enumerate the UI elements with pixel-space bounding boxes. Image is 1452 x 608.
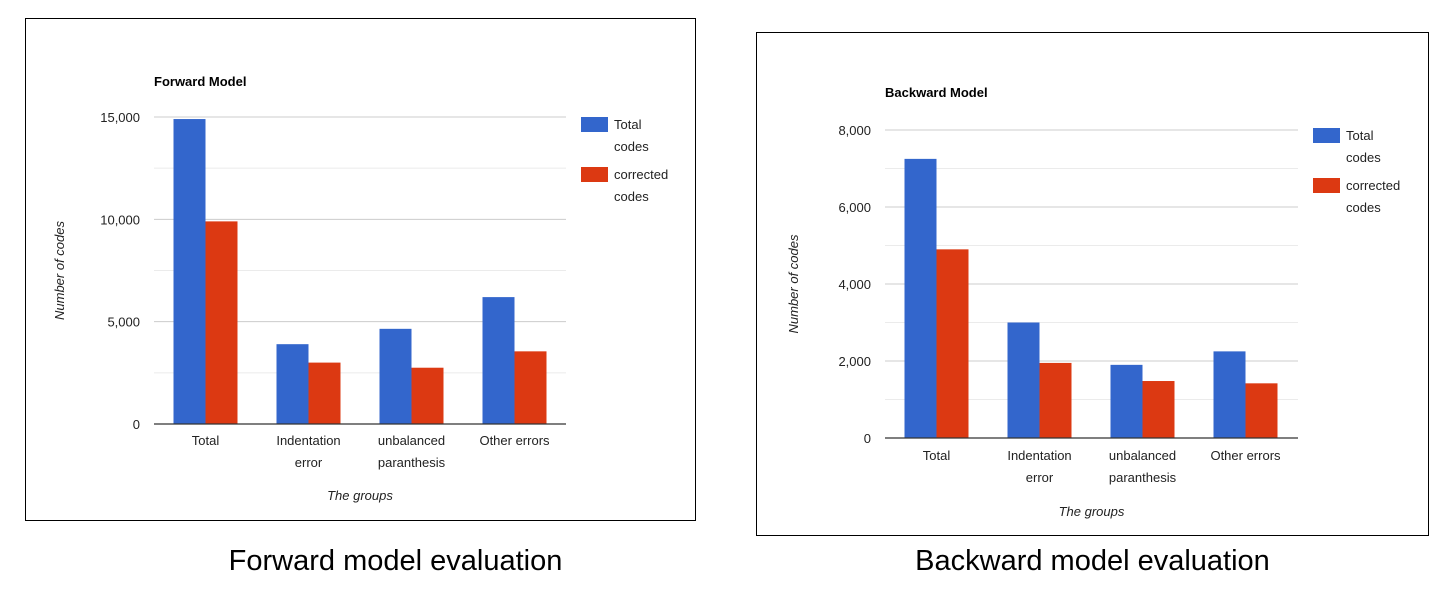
chart-title: Forward Model bbox=[154, 74, 246, 89]
bar-total-3 bbox=[1213, 351, 1246, 438]
x-axis-title: The groups bbox=[327, 488, 393, 503]
bar-corrected-1 bbox=[1039, 362, 1072, 438]
x-tick-label: paranthesis bbox=[378, 455, 446, 470]
forward-model-chart-panel: Forward Model 0 5,000 10,000 15,000 Total Inde… bbox=[25, 18, 696, 521]
y-tick-label: 2,000 bbox=[838, 354, 871, 369]
x-tick-label: Total bbox=[192, 433, 220, 448]
bar-total-0 bbox=[173, 119, 206, 425]
y-tick-label: 4,000 bbox=[838, 277, 871, 292]
bar-corrected-0 bbox=[205, 221, 238, 424]
y-tick-label: 0 bbox=[133, 417, 140, 432]
bar-corrected-2 bbox=[1142, 381, 1175, 438]
legend-label: codes bbox=[614, 139, 649, 154]
legend-swatch-total bbox=[581, 117, 608, 132]
x-tick-label: Indentation bbox=[1007, 448, 1071, 463]
y-axis-title: Number of codes bbox=[52, 221, 67, 320]
chart-title: Backward Model bbox=[885, 85, 988, 100]
legend-label: codes bbox=[1346, 200, 1381, 215]
legend-label: corrected bbox=[1346, 178, 1400, 193]
x-tick-label: unbalanced bbox=[378, 433, 445, 448]
legend-label: corrected bbox=[614, 167, 668, 182]
x-tick-label: error bbox=[295, 455, 323, 470]
y-tick-label: 8,000 bbox=[838, 123, 871, 138]
bar-corrected-3 bbox=[514, 351, 547, 424]
x-axis-title: The groups bbox=[1059, 504, 1125, 519]
x-tick-label: unbalanced bbox=[1109, 448, 1176, 463]
forward-caption: Forward model evaluation bbox=[228, 545, 563, 577]
y-tick-label: 5,000 bbox=[107, 315, 140, 330]
bar-corrected-1 bbox=[308, 362, 341, 424]
bar-corrected-2 bbox=[411, 367, 444, 424]
backward-model-chart-panel: Backward Model 0 2,000 4,000 6,000 8,000 Total… bbox=[756, 32, 1429, 536]
x-tick-label: error bbox=[1026, 470, 1054, 485]
backward-model-chart: Backward Model 0 2,000 4,000 6,000 8,000 Total… bbox=[786, 85, 1400, 519]
legend-swatch-total bbox=[1313, 128, 1340, 143]
forward-model-chart: Forward Model 0 5,000 10,000 15,000 Total Inde… bbox=[52, 74, 668, 503]
y-axis-title: Number of codes bbox=[786, 234, 801, 333]
bar-total-1 bbox=[1007, 322, 1040, 438]
x-tick-label: Indentation bbox=[276, 433, 340, 448]
y-tick-label: 15,000 bbox=[100, 110, 140, 125]
bar-total-2 bbox=[379, 328, 412, 424]
x-tick-label: Other errors bbox=[479, 433, 550, 448]
legend-swatch-corrected bbox=[1313, 178, 1340, 193]
backward-caption: Backward model evaluation bbox=[915, 545, 1270, 577]
bar-total-2 bbox=[1110, 364, 1143, 438]
y-tick-label: 10,000 bbox=[100, 212, 140, 227]
legend-label: Total bbox=[614, 117, 642, 132]
x-tick-label: paranthesis bbox=[1109, 470, 1177, 485]
bar-total-0 bbox=[904, 158, 937, 438]
y-tick-label: 0 bbox=[864, 431, 871, 446]
x-tick-label: Total bbox=[923, 448, 951, 463]
bar-total-1 bbox=[276, 344, 309, 424]
bar-corrected-3 bbox=[1245, 383, 1278, 438]
x-tick-label: Other errors bbox=[1210, 448, 1281, 463]
legend-label: codes bbox=[614, 189, 649, 204]
legend-swatch-corrected bbox=[581, 167, 608, 182]
y-tick-label: 6,000 bbox=[838, 200, 871, 215]
bar-corrected-0 bbox=[936, 249, 969, 438]
bar-total-3 bbox=[482, 297, 515, 424]
legend-label: codes bbox=[1346, 150, 1381, 165]
legend-label: Total bbox=[1346, 128, 1374, 143]
